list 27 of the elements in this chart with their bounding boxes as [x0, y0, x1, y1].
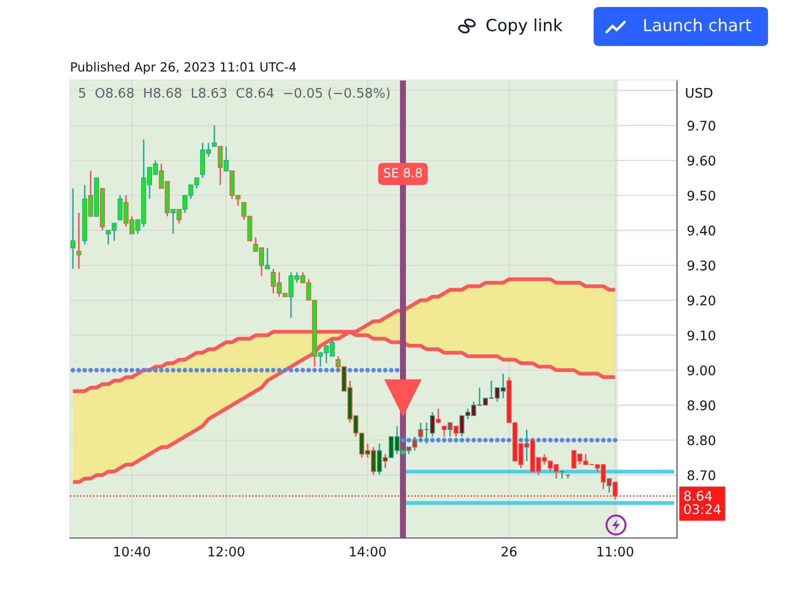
x-tick-label: 12:00: [208, 546, 244, 557]
text: 5 O8.68 H8.68 L8.63 C8.64 −0.05 (−0.58%): [79, 88, 390, 100]
y-tick-label: 8.90: [688, 400, 716, 410]
y-tick-label: 8.70: [688, 470, 716, 480]
y-tick-label: 9.00: [688, 365, 716, 376]
y-tick-label: 9.30: [688, 260, 716, 270]
ref-line-label: 8.64 03:24: [684, 490, 721, 514]
chart-title: Published Apr 26, 2023 11:01 UTC-4: [71, 62, 296, 74]
candlestick: [430, 411, 435, 438]
x-tick-label: 11:00: [598, 546, 634, 557]
y-tick-label: 9.40: [688, 226, 716, 236]
candlestick: [436, 408, 441, 424]
y-tick-label: 9.50: [688, 190, 716, 201]
y-tick-label: 9.70: [688, 120, 716, 131]
y-tick-label: 9.20: [688, 295, 716, 306]
x-tick-label: 14:00: [350, 546, 386, 557]
y-tick-label: 8.80: [688, 435, 716, 446]
y-axis-title: USD: [686, 88, 712, 98]
text: Copy link: [486, 18, 563, 35]
candlestick: [70, 188, 76, 270]
x-tick-label: 26: [502, 546, 517, 557]
x-tick-label: 10:40: [114, 546, 150, 557]
text: Launch chart: [644, 18, 752, 32]
y-tick-label: 9.60: [688, 156, 716, 166]
candlestick: [76, 212, 82, 270]
annotation: SE 8.8: [384, 168, 422, 178]
y-tick-label: 9.10: [688, 330, 716, 340]
